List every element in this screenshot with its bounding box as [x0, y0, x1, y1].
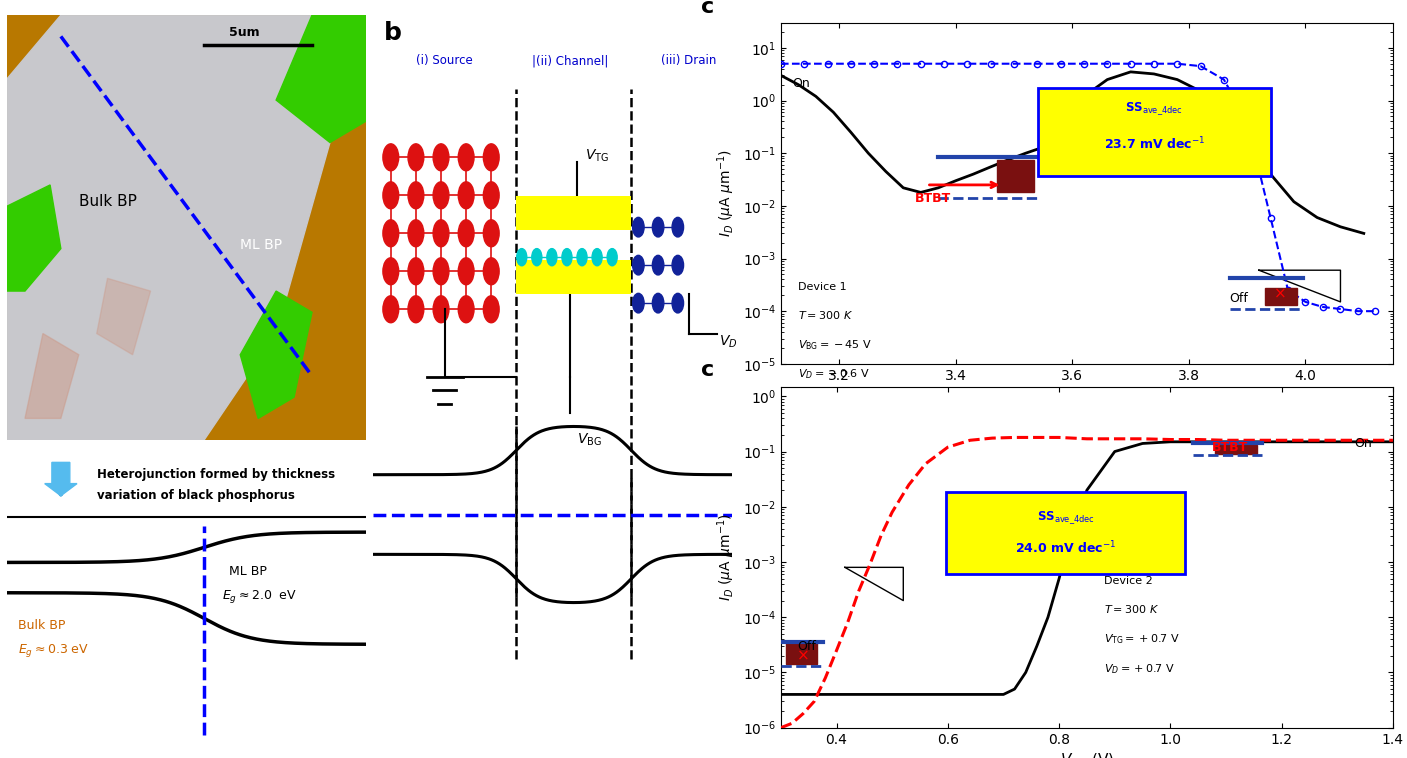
Circle shape: [459, 296, 474, 323]
Text: ML BP: ML BP: [229, 565, 267, 578]
Text: c: c: [701, 0, 715, 17]
Circle shape: [608, 249, 618, 266]
Circle shape: [433, 144, 449, 171]
Text: Device 2: Device 2: [1103, 576, 1152, 586]
Text: $E_g \approx 0.3$ eV: $E_g \approx 0.3$ eV: [18, 643, 89, 659]
Text: $V_{\mathrm{BG}} = -45$ V: $V_{\mathrm{BG}} = -45$ V: [798, 338, 872, 352]
Text: $V_D$: $V_D$: [719, 334, 737, 350]
Text: Heterojunction formed by thickness: Heterojunction formed by thickness: [97, 468, 335, 481]
Text: Off: Off: [1230, 292, 1248, 305]
Text: $\times$: $\times$: [1273, 286, 1286, 301]
Bar: [1214, 445, 1256, 454]
Circle shape: [653, 293, 664, 313]
Text: Off: Off: [798, 641, 816, 653]
Circle shape: [408, 258, 424, 285]
Circle shape: [484, 258, 499, 285]
Text: (iii) Drain: (iii) Drain: [661, 54, 716, 67]
Text: $V_{\mathrm{TG}} = +0.7$ V: $V_{\mathrm{TG}} = +0.7$ V: [1103, 632, 1179, 647]
Bar: [516, 260, 632, 294]
Text: 23.7 mV dec$^{-1}$: 23.7 mV dec$^{-1}$: [1103, 136, 1204, 152]
Text: b: b: [384, 20, 401, 45]
FancyArrow shape: [45, 462, 77, 496]
Text: $E_g \approx 2.0$  eV: $E_g \approx 2.0$ eV: [222, 588, 297, 605]
Circle shape: [433, 296, 449, 323]
Circle shape: [547, 249, 557, 266]
Bar: [787, 643, 817, 664]
Polygon shape: [7, 185, 61, 291]
Circle shape: [383, 182, 398, 208]
Circle shape: [673, 255, 684, 275]
Text: Bulk BP: Bulk BP: [79, 194, 136, 209]
Circle shape: [673, 218, 684, 237]
Polygon shape: [7, 15, 366, 440]
Circle shape: [532, 249, 542, 266]
Text: $T = 300$ K: $T = 300$ K: [798, 309, 854, 321]
Text: c: c: [701, 360, 715, 381]
FancyBboxPatch shape: [946, 493, 1185, 575]
Circle shape: [484, 296, 499, 323]
Circle shape: [484, 144, 499, 171]
Circle shape: [433, 258, 449, 285]
Circle shape: [383, 258, 398, 285]
Text: variation of black phosphorus: variation of black phosphorus: [97, 489, 294, 502]
Circle shape: [433, 220, 449, 247]
Circle shape: [433, 182, 449, 208]
Circle shape: [673, 293, 684, 313]
FancyBboxPatch shape: [1038, 88, 1271, 177]
Circle shape: [633, 255, 644, 275]
Text: ML BP: ML BP: [241, 237, 283, 252]
Polygon shape: [276, 15, 366, 143]
Circle shape: [633, 218, 644, 237]
Circle shape: [653, 218, 664, 237]
Text: $V_D = -0.6$ V: $V_D = -0.6$ V: [798, 368, 871, 381]
Circle shape: [633, 293, 644, 313]
Circle shape: [408, 220, 424, 247]
Text: $V_{\mathrm{BG}}$: $V_{\mathrm{BG}}$: [577, 432, 602, 449]
Text: On: On: [1354, 437, 1372, 450]
Circle shape: [459, 258, 474, 285]
Circle shape: [383, 296, 398, 323]
Circle shape: [459, 144, 474, 171]
Y-axis label: $I_D$ ($\mu$A $\mu$m$^{-1}$): $I_D$ ($\mu$A $\mu$m$^{-1}$): [715, 149, 737, 237]
Text: $V_D = +0.7$ V: $V_D = +0.7$ V: [1103, 662, 1175, 676]
Text: BTBT: BTBT: [1211, 440, 1248, 453]
Bar: [996, 161, 1034, 193]
Polygon shape: [25, 334, 79, 418]
Circle shape: [459, 220, 474, 247]
Text: Device 1: Device 1: [798, 282, 847, 293]
Circle shape: [408, 296, 424, 323]
Circle shape: [484, 182, 499, 208]
Circle shape: [577, 249, 587, 266]
Circle shape: [516, 249, 526, 266]
Circle shape: [653, 255, 664, 275]
Circle shape: [383, 220, 398, 247]
Polygon shape: [7, 15, 348, 440]
Polygon shape: [97, 278, 151, 355]
Circle shape: [561, 249, 573, 266]
Bar: [516, 196, 632, 230]
X-axis label: $V_{\mathrm{BG}}$ (V): $V_{\mathrm{BG}}$ (V): [1059, 752, 1114, 758]
Text: (i) Source: (i) Source: [416, 54, 473, 67]
Text: $T = 300$ K: $T = 300$ K: [1103, 603, 1159, 615]
Text: Bulk BP: Bulk BP: [18, 619, 65, 632]
Text: 24.0 mV dec$^{-1}$: 24.0 mV dec$^{-1}$: [1014, 540, 1116, 556]
Text: SS$_{\mathrm{ave\_4dec}}$: SS$_{\mathrm{ave\_4dec}}$: [1126, 101, 1183, 117]
Text: On: On: [792, 77, 810, 90]
Circle shape: [383, 144, 398, 171]
Text: 5um: 5um: [229, 27, 260, 39]
Text: |(ii) Channel|: |(ii) Channel|: [532, 54, 608, 67]
Polygon shape: [241, 291, 312, 418]
Circle shape: [408, 182, 424, 208]
Text: $V_{\mathrm{TG}}$: $V_{\mathrm{TG}}$: [584, 147, 609, 164]
Text: $\times$: $\times$: [796, 647, 809, 662]
Circle shape: [592, 249, 602, 266]
X-axis label: $V_{\mathrm{TG}}$ (V): $V_{\mathrm{TG}}$ (V): [1059, 388, 1114, 406]
Text: BTBT: BTBT: [915, 192, 951, 205]
Text: SS$_{\mathrm{ave\_4dec}}$: SS$_{\mathrm{ave\_4dec}}$: [1037, 509, 1095, 525]
Bar: [1265, 287, 1297, 305]
Circle shape: [459, 182, 474, 208]
Y-axis label: $I_D$ ($\mu$A $\mu$m$^{-1}$): $I_D$ ($\mu$A $\mu$m$^{-1}$): [715, 513, 737, 601]
Circle shape: [408, 144, 424, 171]
Circle shape: [484, 220, 499, 247]
